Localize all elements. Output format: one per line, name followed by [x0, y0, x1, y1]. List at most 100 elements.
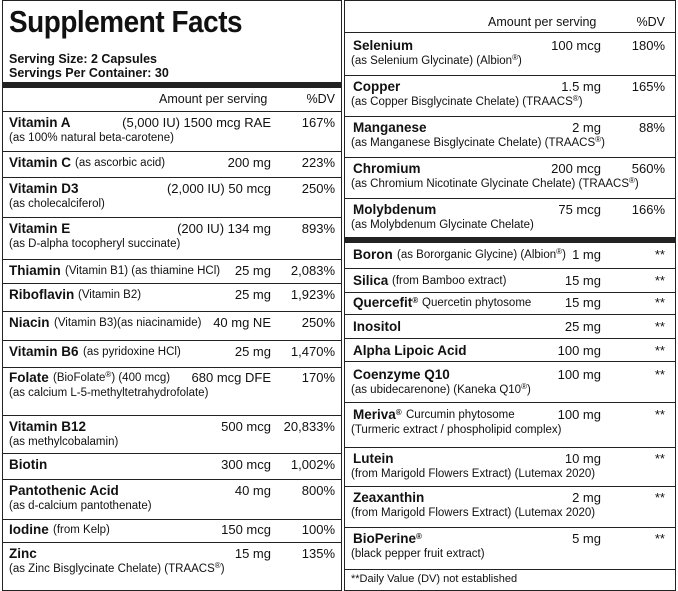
header-divider-right [345, 32, 675, 33]
registered-mark: ® [595, 135, 602, 144]
nutrient-source: (black pepper fruit extract) [351, 547, 485, 562]
registered-mark: ® [105, 370, 112, 379]
row-divider [3, 311, 341, 312]
row-divider [3, 415, 341, 416]
source-text: (as Manganese Bisglycinate Chelate) (TRA… [351, 137, 596, 149]
nutrient-amount: 25 mg [234, 263, 271, 278]
nutrient-dv: 250% [301, 315, 335, 330]
source-text: (as D-alpha tocopheryl succinate) [9, 238, 181, 250]
nutrient-dv: 250% [301, 181, 335, 196]
source-text: (as ubidecarenone) (Kaneka Q10 [351, 384, 522, 396]
source-text: (black pepper fruit extract) [351, 548, 485, 560]
nutrient-dv: ** [654, 343, 665, 358]
source-text: (as Chromium Nicotinate Glycinate Chelat… [351, 178, 630, 190]
nutrient-dv: 180% [631, 38, 665, 53]
header-amount-right: Amount per serving [488, 15, 597, 29]
nutrient-source: (as d-calcium pantothenate) [9, 499, 152, 514]
nutrient-name: Copper [353, 79, 401, 94]
note-text: Quercetin phytosome [422, 297, 532, 309]
row-divider [345, 157, 675, 158]
serving-size: Serving Size: 2 Capsules [9, 52, 157, 66]
row-divider [345, 402, 675, 403]
source-text-end: ) [526, 384, 531, 396]
row-divider [345, 314, 675, 315]
source-text: (as cholecalciferol) [9, 198, 105, 210]
nutrient-note: (as pyridoxine HCl) [83, 345, 181, 360]
nutrient-source: (as Manganese Bisglycinate Chelate) (TRA… [351, 136, 605, 151]
row-divider [345, 361, 675, 362]
nutrient-dv: ** [654, 407, 665, 422]
nutrient-amount: (200 IU) 134 mg [177, 221, 271, 236]
nutrient-name: Alpha Lipoic Acid [353, 343, 467, 358]
source-text: (from Marigold Flowers Extract) (Lutemax… [351, 507, 596, 519]
supplement-facts-right-panel: Amount per serving %DV Selenium 100 mcg 18… [344, 0, 676, 591]
nutrient-dv: ** [654, 367, 665, 382]
nutrient-name: Zinc [9, 546, 37, 561]
nutrient-name: Inositol [353, 319, 401, 334]
nutrient-dv: 1,470% [290, 344, 335, 359]
header-divider [3, 111, 341, 112]
row-divider [345, 75, 675, 76]
nutrient-name: Zeaxanthin [353, 490, 425, 505]
source-text-end: ) [220, 563, 225, 575]
registered-mark: ® [629, 176, 635, 185]
nutrient-amount: 40 mg NE [213, 315, 271, 330]
nutrient-name: Biotin [9, 457, 48, 472]
nutrient-name: Folate [9, 370, 49, 385]
nutrient-source: (from Marigold Flowers Extract) (Lutemax… [351, 506, 595, 521]
nutrient-dv: 135% [301, 546, 335, 561]
note-text: (Vitamin B2) [78, 289, 142, 301]
nutrient-dv: 560% [631, 161, 665, 176]
nutrient-note: (as Bororganic Glycine) (Albion®) [397, 248, 566, 263]
registered-mark: ® [395, 408, 402, 417]
nutrient-source: (as Zinc Bisglycinate Chelate) (TRAACS®) [9, 562, 225, 577]
nutrient-amount: 40 mg [234, 483, 271, 498]
nutrient-name: Niacin [9, 315, 50, 330]
source-text: (as Molybdenum Glycinate Chelate) [351, 219, 534, 231]
row-divider [3, 479, 341, 480]
note-text: (as pyridoxine HCl) [83, 346, 181, 358]
thick-divider [345, 237, 675, 243]
note-text: (Vitamin B3)(as niacinamide) [54, 317, 202, 329]
nutrient-dv: 893% [301, 221, 335, 236]
nutrient-name: Pantothenic Acid [9, 483, 119, 498]
nutrient-amount: 2 mg [572, 490, 601, 505]
source-text: (as 100% natural beta-carotene) [9, 132, 174, 144]
thick-divider [3, 82, 341, 88]
registered-mark: ® [521, 382, 527, 391]
source-text: (from Marigold Flowers Extract) (Lutemax… [351, 468, 596, 480]
row-divider [3, 151, 341, 152]
row-divider [345, 447, 675, 448]
nutrient-amount: 100 mg [557, 367, 601, 382]
source-text-end: ) [601, 137, 605, 149]
nutrient-note: (BioFolate®) (400 mcg) [53, 371, 170, 386]
nutrient-dv: ** [654, 451, 665, 466]
nutrient-note: (from Bamboo extract) [392, 274, 506, 289]
registered-mark: ® [556, 247, 563, 256]
nutrient-dv: ** [654, 295, 665, 310]
note-text-end: ) [562, 249, 566, 261]
source-text-end: ) [517, 55, 522, 67]
row-divider [345, 268, 675, 269]
registered-mark: ® [416, 532, 422, 541]
nutrient-amount: 10 mg [564, 451, 601, 466]
nutrient-name: Riboflavin [9, 287, 75, 302]
row-divider [3, 453, 341, 454]
nutrient-name: Thiamin [9, 263, 61, 278]
source-text: (as Copper Bisglycinate Chelate) (TRAACS [351, 96, 573, 108]
nutrient-name: Vitamin C [9, 155, 72, 170]
nutrient-name: Vitamin D3 [9, 181, 79, 196]
row-divider [3, 283, 341, 284]
row-divider [3, 340, 341, 341]
nutrient-dv: 20,833% [283, 419, 335, 434]
nutrient-dv: 1,923% [290, 287, 335, 302]
row-divider [345, 198, 675, 199]
nutrient-dv: 165% [631, 79, 665, 94]
row-divider [3, 177, 341, 178]
nutrient-amount: 200 mg [227, 155, 271, 170]
supplement-facts-left-panel: Supplement Facts Serving Size: 2 Capsule… [2, 0, 342, 591]
nutrient-name: Quercefit® [353, 295, 419, 310]
nutrient-source: (as methylcobalamin) [9, 435, 118, 450]
row-divider [345, 338, 675, 339]
note-text: (Vitamin B1) (as thiamine HCl) [65, 265, 221, 277]
